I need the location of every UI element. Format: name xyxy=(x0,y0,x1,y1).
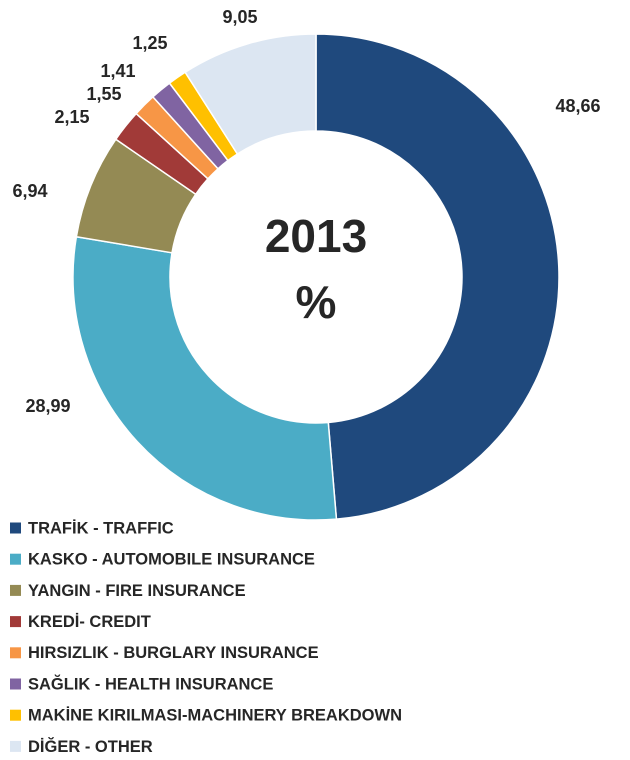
legend-label: YANGIN - FIRE INSURANCE xyxy=(28,582,246,600)
data-label: 9,05 xyxy=(222,7,257,27)
data-label: 1,41 xyxy=(100,61,135,81)
legend-label: HIRSIZLIK - BURGLARY INSURANCE xyxy=(28,644,319,662)
center-subtitle: % xyxy=(296,276,337,328)
center-title: 2013 xyxy=(265,210,367,262)
data-label: 48,66 xyxy=(555,96,600,116)
legend-swatch xyxy=(10,740,21,752)
donut-slice xyxy=(72,235,338,521)
legend-label: KASKO - AUTOMOBILE INSURANCE xyxy=(28,551,315,569)
legend-swatch xyxy=(10,709,21,721)
legend-label: SAĞLIK - HEALTH INSURANCE xyxy=(28,674,273,693)
data-label: 2,15 xyxy=(54,107,89,127)
legend-swatch xyxy=(10,584,21,596)
legend-swatch xyxy=(10,678,21,690)
donut-slice xyxy=(315,33,560,520)
legend-swatch xyxy=(10,553,21,565)
data-label: 1,25 xyxy=(132,33,167,53)
data-label: 6,94 xyxy=(12,181,47,201)
donut-slice xyxy=(184,33,317,156)
data-label: 1,55 xyxy=(86,84,121,104)
legend-swatch xyxy=(10,522,21,534)
legend-swatch xyxy=(10,647,21,659)
legend-label: MAKİNE KIRILMASI-MACHINERY BREAKDOWN xyxy=(28,707,402,725)
legend-label: DİĞER - OTHER xyxy=(28,737,153,756)
data-label: 28,99 xyxy=(25,396,70,416)
legend-label: KREDİ- CREDIT xyxy=(28,613,151,631)
legend-label: TRAFİK - TRAFFIC xyxy=(28,519,174,537)
legend-swatch xyxy=(10,616,21,628)
